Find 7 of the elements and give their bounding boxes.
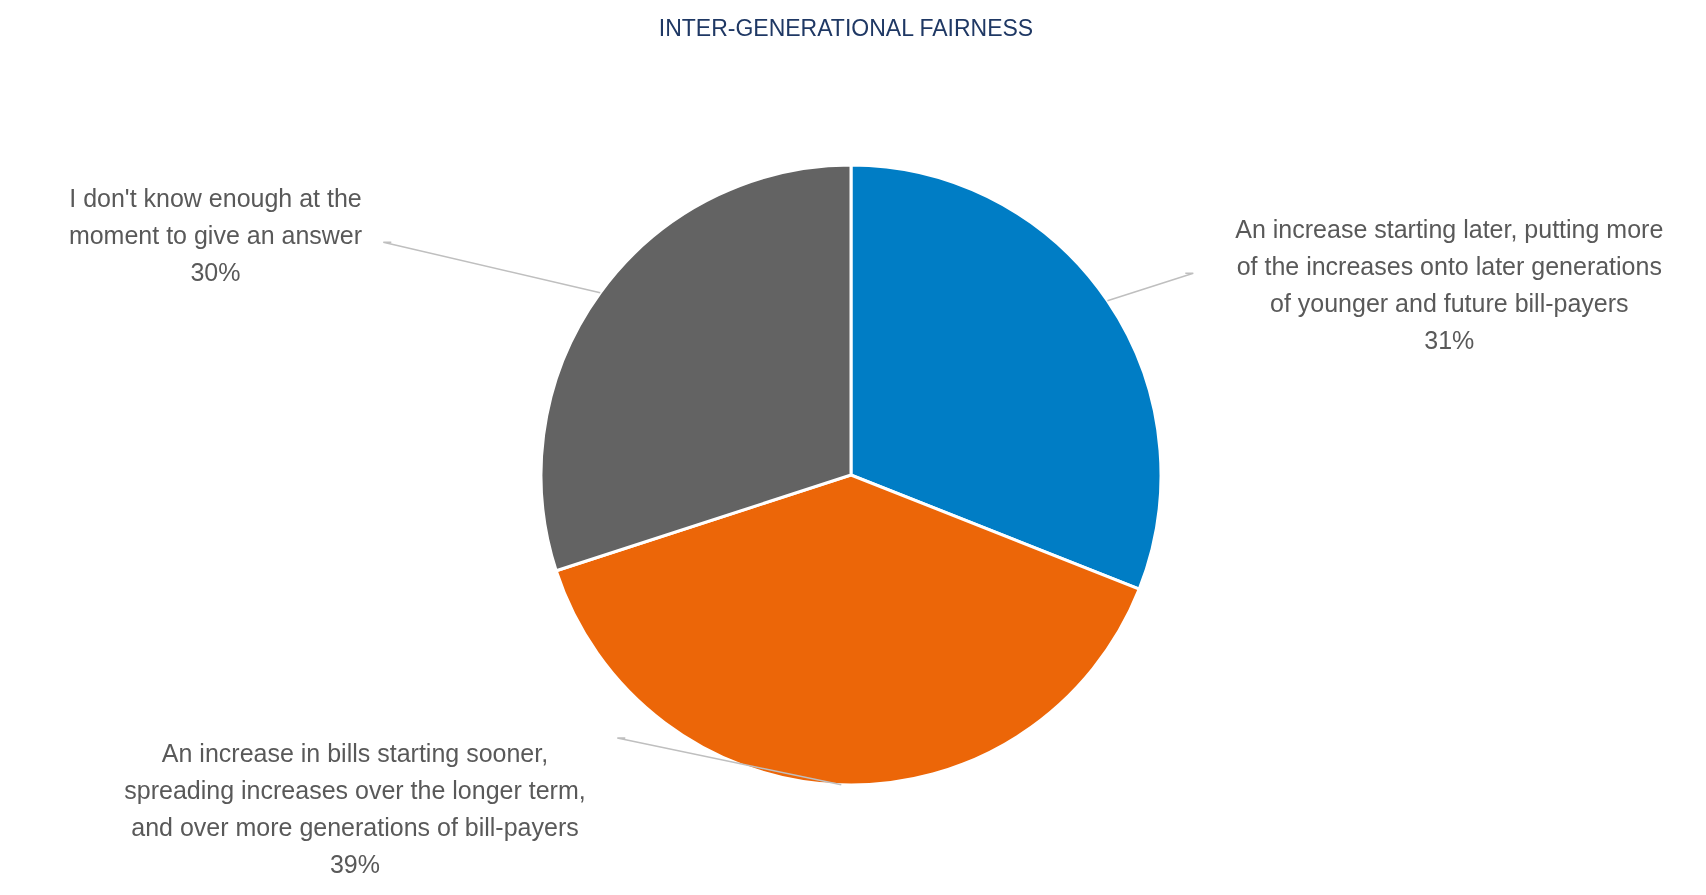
slice-label: An increase starting later, putting more of the increases onto later generations of younger and future bill-payers	[1235, 214, 1664, 317]
data-label: 30%	[190, 257, 241, 286]
slice-label: An increase in bills starting sooner, spreading increases over the longer term, and over more generations of bill-payers	[124, 738, 586, 841]
data-label: 31%	[1424, 325, 1475, 354]
slice-label: I don't know enough at the moment to give an answer	[68, 183, 363, 249]
data-label: 39%	[329, 849, 381, 878]
chart-title: INTER-GENERATIONAL FAIRNESS	[658, 15, 1034, 41]
